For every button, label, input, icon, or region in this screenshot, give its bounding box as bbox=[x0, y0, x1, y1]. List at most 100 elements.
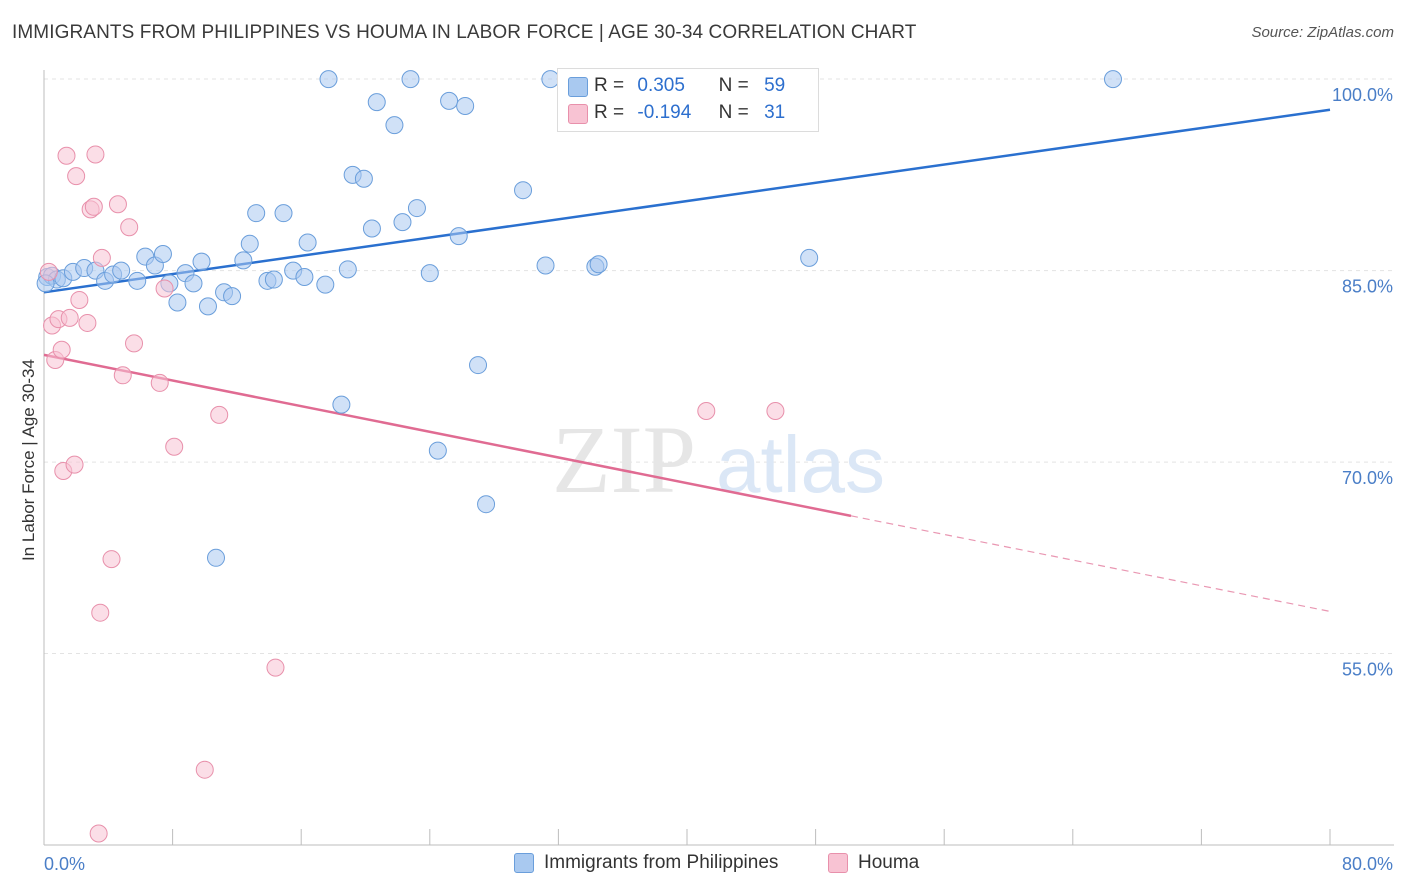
data-point bbox=[153, 245, 172, 264]
chart-title: IMMIGRANTS FROM PHILIPPINES VS HOUMA IN … bbox=[12, 22, 917, 43]
legend-swatch-houma bbox=[828, 853, 848, 873]
data-point bbox=[449, 227, 468, 246]
data-point bbox=[338, 260, 357, 279]
stats-r-value-houma: -0.194 bbox=[637, 102, 692, 123]
data-point bbox=[165, 437, 184, 456]
data-point bbox=[86, 145, 105, 164]
data-point bbox=[192, 252, 211, 271]
data-point bbox=[401, 70, 420, 89]
data-point bbox=[223, 287, 242, 306]
data-point bbox=[536, 256, 555, 275]
data-point bbox=[295, 267, 314, 286]
y-tick-label: 55.0% bbox=[1342, 660, 1393, 680]
data-point bbox=[316, 275, 335, 294]
data-point bbox=[697, 402, 716, 421]
data-point bbox=[52, 340, 71, 359]
x-tick-label: 0.0% bbox=[44, 854, 85, 874]
stats-r-value-philippines: 0.305 bbox=[637, 75, 685, 96]
data-point bbox=[112, 261, 131, 280]
data-point bbox=[128, 271, 147, 290]
data-point bbox=[70, 290, 89, 309]
data-point bbox=[800, 248, 819, 267]
data-point bbox=[155, 279, 174, 298]
axes bbox=[43, 70, 1394, 846]
data-point bbox=[91, 603, 110, 622]
bottom-legend: Immigrants from Philippines Houma bbox=[0, 852, 1406, 878]
data-point bbox=[207, 548, 226, 567]
data-point bbox=[298, 233, 317, 252]
stats-n-value-houma: 31 bbox=[764, 102, 786, 123]
y-axis-label: In Labor Force | Age 30-34 bbox=[19, 359, 38, 561]
trend-line-1 bbox=[43, 353, 852, 518]
data-point bbox=[477, 495, 496, 514]
trend-lines bbox=[43, 108, 1331, 613]
data-point bbox=[84, 197, 103, 216]
data-point bbox=[264, 270, 283, 289]
data-point bbox=[440, 91, 459, 110]
data-point bbox=[319, 70, 338, 89]
source-credit: Source: ZipAtlas.com bbox=[1251, 24, 1394, 41]
legend-label-houma: Houma bbox=[858, 852, 920, 873]
legend-item-houma[interactable]: Houma bbox=[828, 852, 919, 874]
data-point bbox=[125, 334, 144, 353]
data-point bbox=[456, 96, 475, 115]
data-point bbox=[210, 405, 229, 424]
data-point bbox=[514, 181, 533, 200]
data-point bbox=[78, 313, 97, 332]
data-point bbox=[420, 264, 439, 283]
trend-line-dashed-1 bbox=[850, 515, 1331, 613]
trend-line-0 bbox=[43, 108, 1331, 294]
data-point bbox=[113, 366, 132, 385]
y-tick-label: 85.0% bbox=[1342, 277, 1393, 297]
data-point bbox=[469, 356, 488, 375]
data-point bbox=[150, 373, 169, 392]
data-point bbox=[266, 658, 285, 677]
data-point bbox=[362, 219, 381, 238]
watermark-zip: ZIP bbox=[552, 406, 696, 513]
y-tick-label: 100.0% bbox=[1332, 85, 1393, 105]
data-point bbox=[367, 93, 386, 112]
stats-r-label: R = bbox=[594, 75, 625, 96]
data-point bbox=[589, 255, 608, 274]
data-point bbox=[89, 824, 108, 843]
x-tick-label: 80.0% bbox=[1342, 854, 1393, 874]
data-point bbox=[247, 204, 266, 223]
data-point bbox=[1103, 70, 1122, 89]
legend-label-philippines: Immigrants from Philippines bbox=[544, 852, 779, 873]
data-point bbox=[108, 195, 127, 214]
data-point bbox=[195, 760, 214, 779]
data-point bbox=[274, 204, 293, 223]
legend-item-philippines[interactable]: Immigrants from Philippines bbox=[514, 852, 778, 874]
data-point bbox=[57, 146, 76, 165]
watermark: ZIP atlas bbox=[552, 406, 885, 513]
gridlines bbox=[44, 78, 1394, 655]
legend-swatch-philippines bbox=[514, 853, 534, 873]
y-tick-label: 70.0% bbox=[1342, 468, 1393, 488]
data-point bbox=[393, 213, 412, 232]
stats-n-value-philippines: 59 bbox=[764, 75, 786, 96]
stats-n-label: N = bbox=[718, 75, 749, 96]
stats-r-label: R = bbox=[594, 102, 625, 123]
data-point bbox=[354, 169, 373, 188]
data-point bbox=[120, 218, 139, 237]
stats-legend: R = 0.305 N = 59 R = -0.194 N = 31 bbox=[557, 68, 819, 132]
data-point bbox=[65, 455, 84, 474]
series-points-1 bbox=[39, 145, 785, 843]
stats-row-houma: R = -0.194 N = 31 bbox=[568, 102, 786, 128]
stats-swatch-philippines bbox=[568, 77, 588, 97]
data-points bbox=[36, 70, 1122, 843]
data-point bbox=[168, 293, 187, 312]
data-point bbox=[184, 274, 203, 293]
data-point bbox=[385, 116, 404, 135]
tick-labels: 55.0% 70.0% 85.0% 100.0% 0.0% 80.0% bbox=[44, 85, 1393, 874]
data-point bbox=[198, 297, 217, 316]
stats-swatch-houma bbox=[568, 104, 588, 124]
data-point bbox=[407, 199, 426, 218]
data-point bbox=[234, 251, 253, 270]
data-point bbox=[766, 402, 785, 421]
stats-n-label: N = bbox=[718, 102, 749, 123]
watermark-atlas: atlas bbox=[716, 420, 885, 509]
data-point bbox=[332, 395, 351, 414]
data-point bbox=[240, 234, 259, 253]
